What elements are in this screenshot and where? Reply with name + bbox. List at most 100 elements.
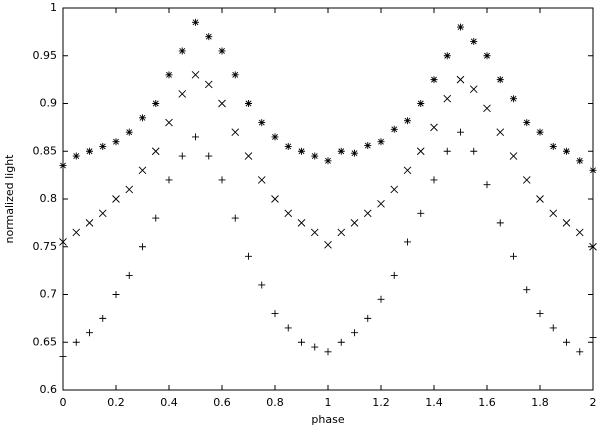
data-point	[363, 209, 372, 218]
data-point	[178, 47, 186, 55]
data-point	[258, 281, 266, 289]
x-tick-label: 0	[60, 396, 67, 409]
y-tick-label: 0.65	[33, 335, 58, 348]
y-tick-label: 0.6	[40, 383, 58, 396]
data-point	[59, 238, 67, 246]
data-point	[257, 176, 266, 184]
data-point	[443, 94, 452, 103]
data-point	[311, 152, 319, 160]
data-point	[536, 195, 544, 203]
data-point	[86, 147, 93, 155]
data-point	[98, 209, 107, 218]
data-point	[457, 128, 464, 136]
data-point	[72, 152, 80, 160]
data-point	[470, 37, 478, 45]
data-point	[350, 219, 359, 227]
data-point	[59, 353, 67, 361]
data-point	[178, 90, 187, 98]
data-point	[364, 142, 372, 150]
data-point	[390, 185, 399, 194]
data-point	[496, 128, 505, 136]
data-point	[417, 209, 425, 217]
data-point	[310, 228, 319, 237]
data-point	[549, 324, 557, 332]
data-point	[125, 128, 133, 136]
x-tick-label: 0.8	[266, 396, 284, 409]
data-point	[510, 95, 517, 103]
y-tick-label: 0.95	[33, 49, 58, 62]
data-point	[456, 75, 465, 84]
data-point	[245, 252, 252, 260]
data-point	[457, 23, 464, 31]
x-tick-label: 1.8	[531, 396, 549, 409]
data-point	[86, 329, 93, 337]
data-point	[59, 162, 67, 170]
data-point	[297, 219, 306, 227]
data-point	[337, 228, 346, 237]
data-point	[496, 76, 504, 84]
data-point	[231, 128, 240, 136]
data-point	[523, 286, 531, 294]
data-point	[165, 118, 173, 127]
data-point	[218, 47, 226, 55]
data-point	[377, 295, 385, 303]
y-tick-label: 1	[50, 1, 57, 14]
data-point	[298, 338, 305, 346]
data-point	[416, 147, 425, 156]
data-point	[165, 176, 173, 184]
data-point	[231, 214, 239, 222]
data-point	[470, 147, 478, 155]
data-point	[324, 348, 332, 356]
data-point	[549, 209, 558, 218]
data-point	[430, 176, 438, 184]
data-point	[351, 329, 358, 337]
data-point	[576, 348, 584, 356]
data-point	[152, 100, 160, 107]
x-tick-label: 1.2	[372, 396, 390, 409]
data-point	[298, 147, 305, 155]
data-point	[192, 133, 199, 141]
data-point	[443, 52, 451, 60]
data-point	[271, 195, 279, 203]
data-point	[563, 338, 570, 346]
data-point	[191, 71, 200, 79]
data-point	[575, 228, 584, 237]
data-point	[99, 314, 107, 322]
data-point	[589, 333, 597, 341]
data-point	[125, 185, 134, 194]
data-point	[390, 125, 398, 133]
data-point	[430, 76, 438, 84]
data-point	[430, 123, 438, 132]
data-point	[112, 195, 120, 203]
data-point	[284, 209, 293, 218]
data-point	[178, 152, 186, 160]
data-point	[483, 181, 491, 189]
data-point	[271, 310, 279, 318]
x-tick-label: 1	[325, 396, 332, 409]
data-point	[112, 291, 120, 298]
data-point	[271, 133, 279, 141]
data-point	[589, 166, 597, 174]
data-point	[404, 117, 411, 125]
x-tick-label: 0.2	[107, 396, 125, 409]
data-point	[563, 147, 570, 155]
data-point	[469, 85, 478, 93]
data-point	[496, 219, 504, 227]
data-point	[192, 18, 199, 26]
y-tick-label: 0.75	[33, 240, 58, 253]
data-point	[549, 142, 557, 150]
data-point	[258, 119, 266, 127]
y-axis-label: normalized light	[3, 154, 16, 244]
data-point	[522, 176, 531, 184]
x-tick-label: 0.4	[160, 396, 178, 409]
y-tick-label: 0.9	[40, 97, 58, 110]
y-tick-label: 0.85	[33, 144, 58, 157]
data-point	[483, 52, 491, 60]
data-point	[244, 152, 253, 160]
x-axis-label: phase	[311, 413, 344, 426]
data-point	[218, 99, 226, 108]
data-point	[218, 176, 226, 184]
data-point	[337, 147, 345, 155]
data-point	[509, 152, 518, 160]
